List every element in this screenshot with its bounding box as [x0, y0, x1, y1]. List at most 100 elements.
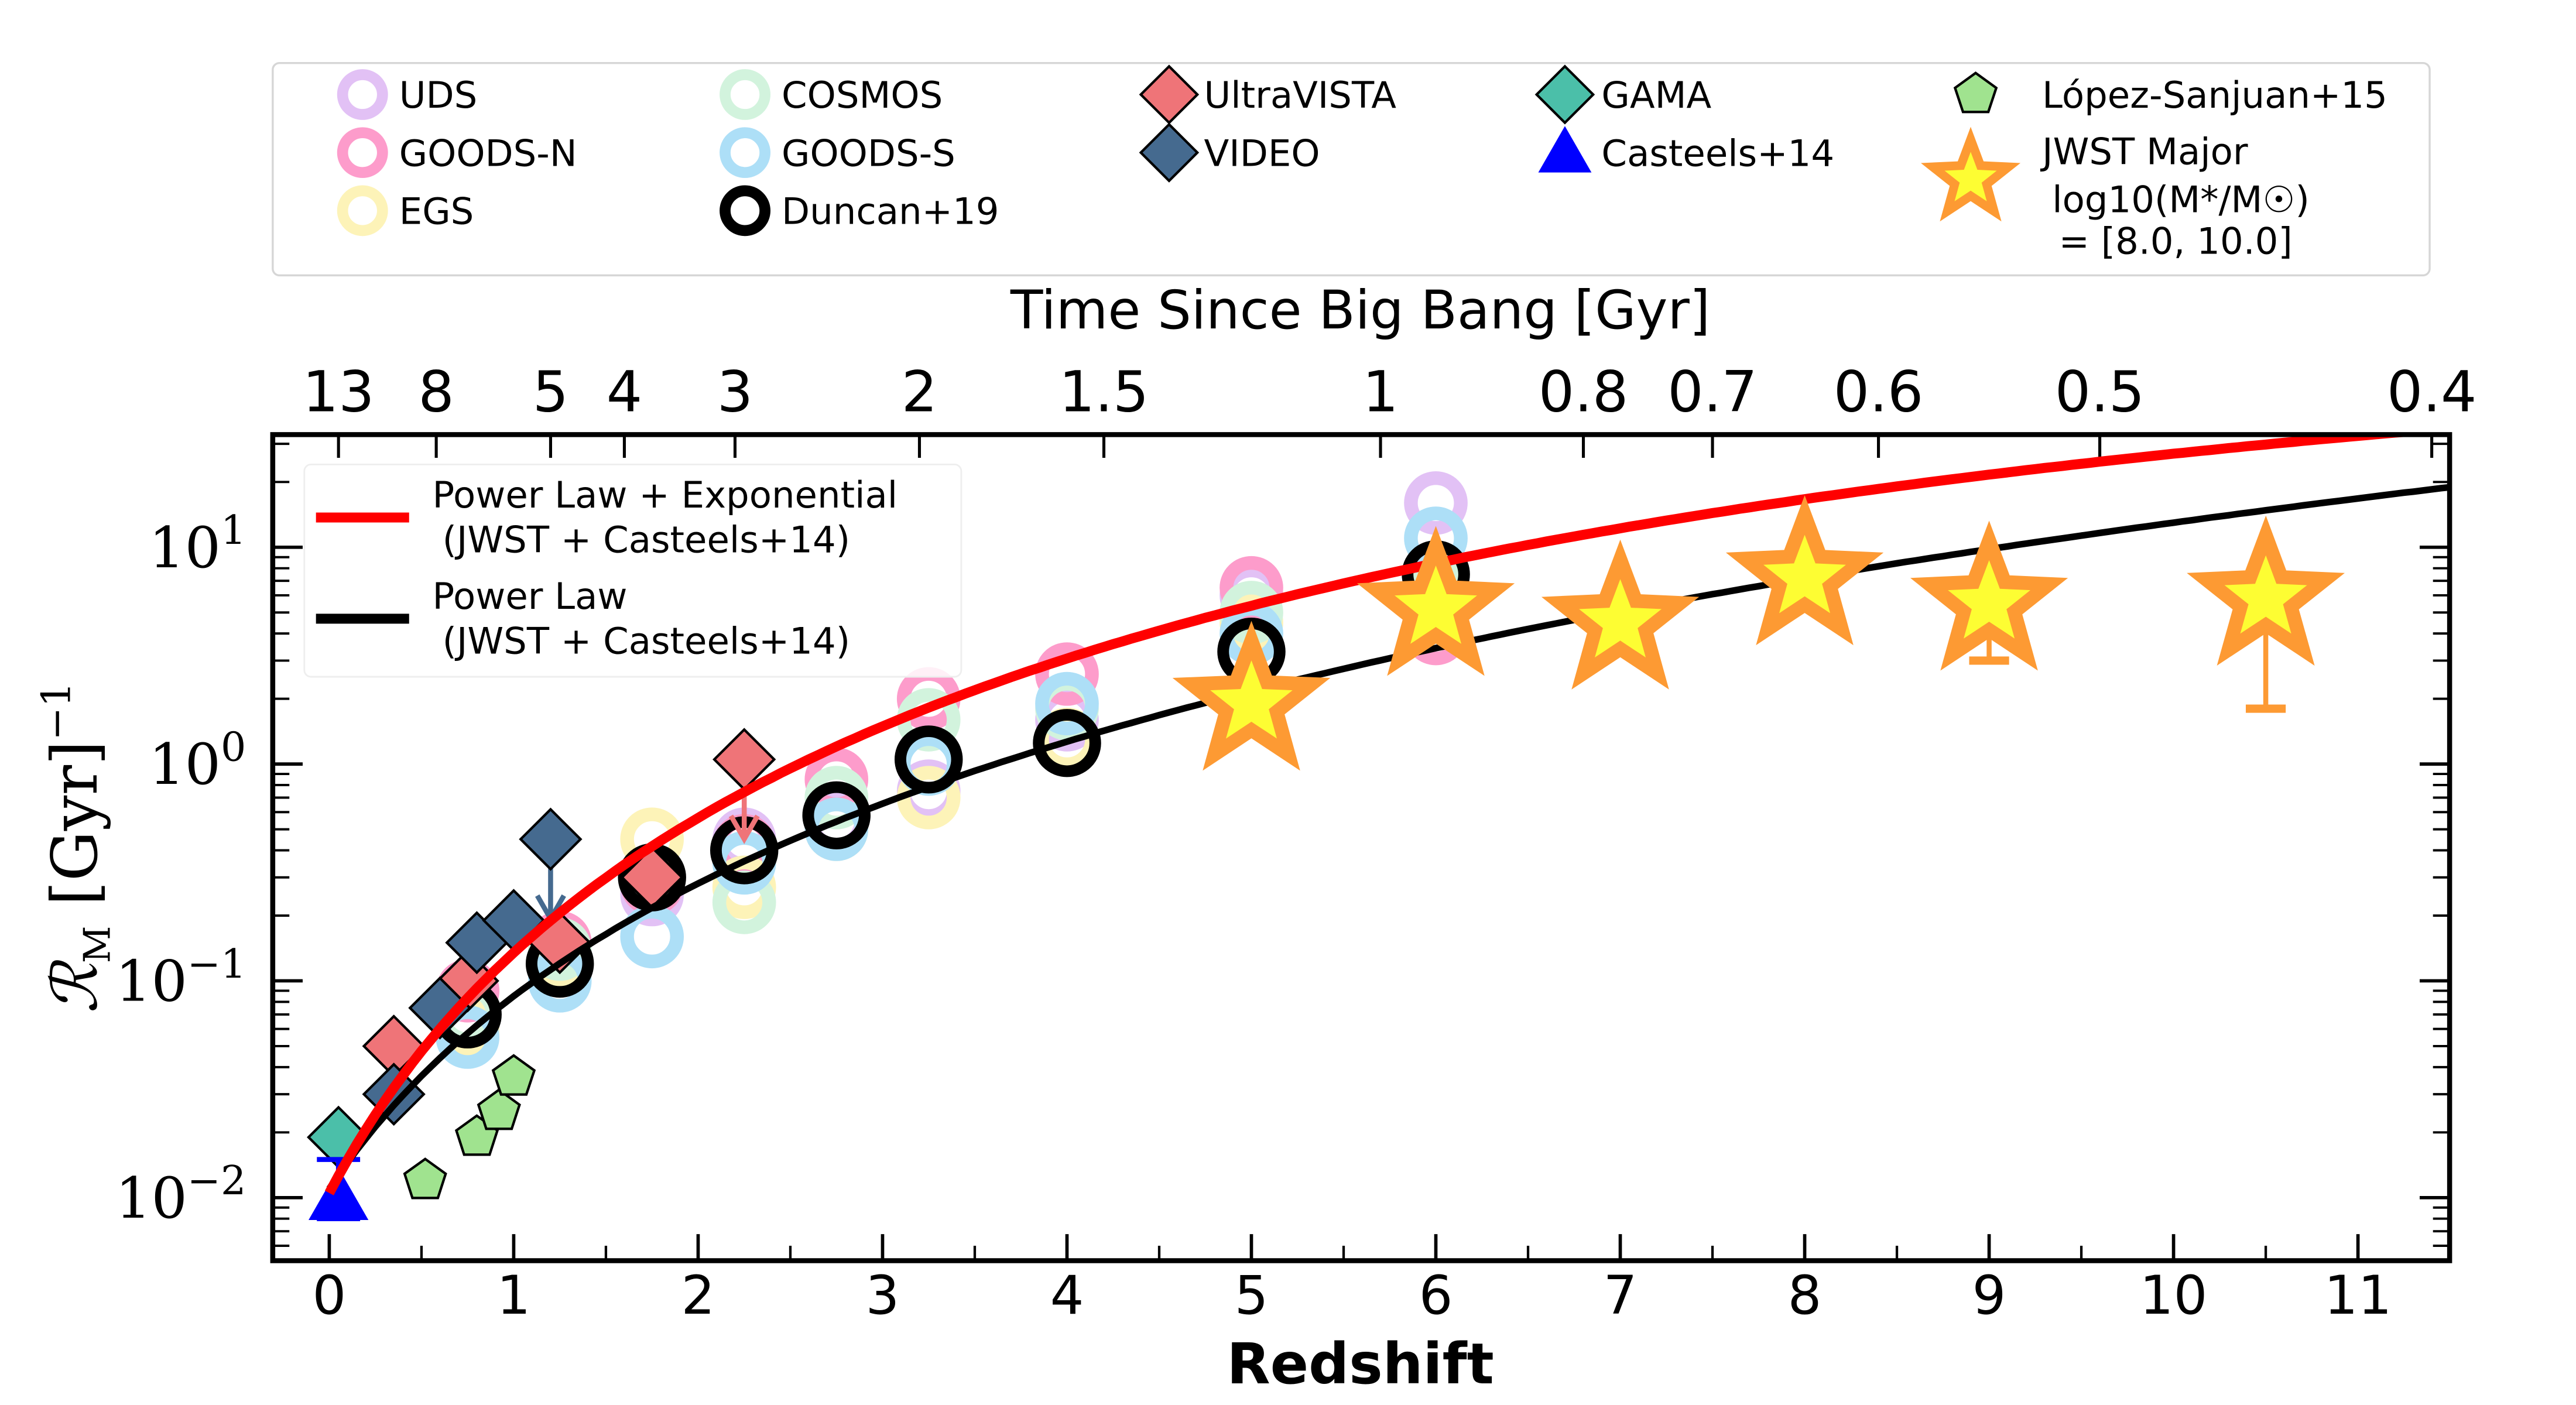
data-point: [1725, 495, 1884, 646]
top-tick-label: 0.6: [1834, 359, 1924, 425]
series-jwst-major: [1172, 495, 2345, 771]
fit-legend-sublabel: (JWST + Casteels+14): [443, 519, 851, 561]
data-point: [403, 1157, 447, 1200]
legend-item-uds: UDS: [337, 69, 478, 120]
x-tick-label: 0: [313, 1265, 347, 1327]
top-tick-label: 0.7: [1667, 359, 1758, 425]
jwst-layer: [1172, 495, 2345, 771]
fit-legend-label: Power Law: [433, 575, 628, 618]
top-tick-label: 0.4: [2387, 359, 2477, 425]
triangle-icon: [1538, 126, 1592, 173]
star-icon: [1921, 126, 2021, 222]
fit-line-power-law-exponential: [324, 434, 2430, 1195]
diamond-icon: [1534, 64, 1595, 125]
y-axis-label: ℛM [Gyr]−1: [33, 682, 118, 1014]
legend-item-cosmos: COSMOS: [720, 69, 943, 120]
x-tick-label: 9: [1972, 1265, 2006, 1327]
legend-label: GAMA: [1601, 74, 1711, 116]
data-point: [491, 1054, 536, 1096]
legend-item-ultravista: UltraVISTA: [1139, 64, 1397, 125]
x-tick-label: 1: [497, 1265, 531, 1327]
top-legend-box: [272, 61, 2431, 277]
legend-label: GOODS-S: [782, 132, 955, 174]
ring-icon: [337, 185, 388, 237]
x-tick-label: 7: [1604, 1265, 1638, 1327]
x-tick-label: 10: [2140, 1265, 2208, 1327]
svg-text:ℛM [Gyr]−1: ℛM [Gyr]−1: [33, 682, 118, 1014]
series-l-pez-sanjuan-15: [403, 1054, 536, 1200]
top-tick-label: 8: [418, 359, 454, 425]
top-axis-ticks: 13 8 5 4 3 2 1.5 1 0.8 0.7 0.6 0.5 0.4: [303, 359, 2477, 458]
legend-label: COSMOS: [782, 74, 943, 116]
legend-item-casteels-14: Casteels+14: [1538, 126, 1834, 174]
fit-legend-sublabel: (JWST + Casteels+14): [443, 619, 851, 662]
legend-label: Casteels+14: [1601, 132, 1834, 174]
y-tick-label: 10−1: [115, 941, 246, 1015]
legend-label: GOODS-N: [399, 132, 577, 174]
top-axis-label: Time Since Big Bang [Gyr]: [1010, 280, 1710, 341]
data-point: [1910, 520, 2068, 671]
ring-icon: [720, 69, 771, 120]
data-point: [620, 904, 684, 969]
plot-frame: [270, 432, 2452, 1263]
legend-item-egs: EGS: [337, 185, 474, 237]
x-tick-label: 3: [866, 1265, 900, 1327]
upper-limit-arrowhead: [728, 814, 760, 844]
top-tick-label: 0.8: [1539, 359, 1629, 425]
diamond-icon: [1139, 122, 1200, 183]
ring-icon: [337, 127, 388, 179]
legend-label: VIDEO: [1204, 132, 1320, 174]
legend-item-gama: GAMA: [1534, 64, 1712, 125]
fit-legend-item: Power Law(JWST + Casteels+14): [316, 575, 850, 662]
axes-ticks: 0 1 2 3 4 5 6 7 8 9 10 11 10−2 10−1 100 101: [115, 443, 2450, 1327]
legend-label-range: = [8.0, 10.0]: [2059, 220, 2293, 263]
top-tick-label: 1.5: [1059, 359, 1149, 425]
legend-label: UDS: [399, 74, 478, 116]
data-point: [802, 781, 871, 849]
top-tick-label: 3: [717, 359, 753, 425]
x-tick-label: 8: [1788, 1265, 1822, 1327]
data-point: [477, 1088, 521, 1130]
top-tick-label: 5: [533, 359, 568, 425]
x-tick-label: 11: [2324, 1265, 2392, 1327]
ring-icon: [720, 185, 771, 237]
ring-icon: [720, 127, 771, 179]
data-point: [1541, 539, 1700, 690]
top-tick-label: 4: [607, 359, 642, 425]
top-tick-label: 13: [303, 359, 375, 425]
legend-label-mass: log10(M*/M☉): [2052, 179, 2310, 221]
fit-legend-label: Power Law + Exponential: [433, 474, 898, 516]
x-tick-label: 5: [1235, 1265, 1269, 1327]
fit-legend: Power Law + Exponential(JWST + Casteels+…: [316, 474, 898, 662]
data-point: [1035, 642, 1099, 706]
legend-item-goods-s: GOODS-S: [720, 127, 955, 179]
x-axis-label: Redshift: [1227, 1331, 1493, 1397]
legend-label: UltraVISTA: [1204, 74, 1397, 116]
legend-item-video: VIDEO: [1139, 122, 1320, 183]
y-tick-label: 10−2: [115, 1158, 246, 1231]
data-point: [309, 1167, 369, 1221]
top-tick-label: 0.5: [2055, 359, 2145, 425]
legend-label: Duncan+19: [782, 190, 999, 233]
top-tick-label: 2: [902, 359, 937, 425]
data-point: [1033, 709, 1101, 777]
pentagon-icon: [1953, 71, 1998, 114]
x-tick-label: 4: [1050, 1265, 1084, 1327]
legend-item-goods-n: GOODS-N: [337, 127, 577, 179]
legend-label: EGS: [399, 190, 474, 233]
data-point: [1356, 526, 1515, 676]
y-tick-label: 101: [149, 508, 246, 581]
legend-label: JWST Major: [2040, 131, 2248, 173]
data-point: [1035, 671, 1099, 736]
fit-legend-box: [303, 463, 962, 678]
legend-label: López-Sanjuan+15: [2042, 74, 2387, 116]
fit-legend-item: Power Law + Exponential(JWST + Casteels+…: [316, 474, 898, 561]
y-tick-label: 100: [149, 725, 246, 798]
data-point: [519, 807, 583, 871]
top-legend: UDS GOODS-N EGS COSMOS GOODS-S Duncan+19 Ultra…: [337, 64, 2387, 263]
x-tick-label: 6: [1419, 1265, 1453, 1327]
data-point: [408, 976, 472, 1040]
legend-item-jwst-major: JWST Major log10(M*/M☉)= [8.0, 10.0]: [1921, 126, 2310, 263]
legend-item-l-pez-sanjuan-15: López-Sanjuan+15: [1953, 71, 2387, 116]
